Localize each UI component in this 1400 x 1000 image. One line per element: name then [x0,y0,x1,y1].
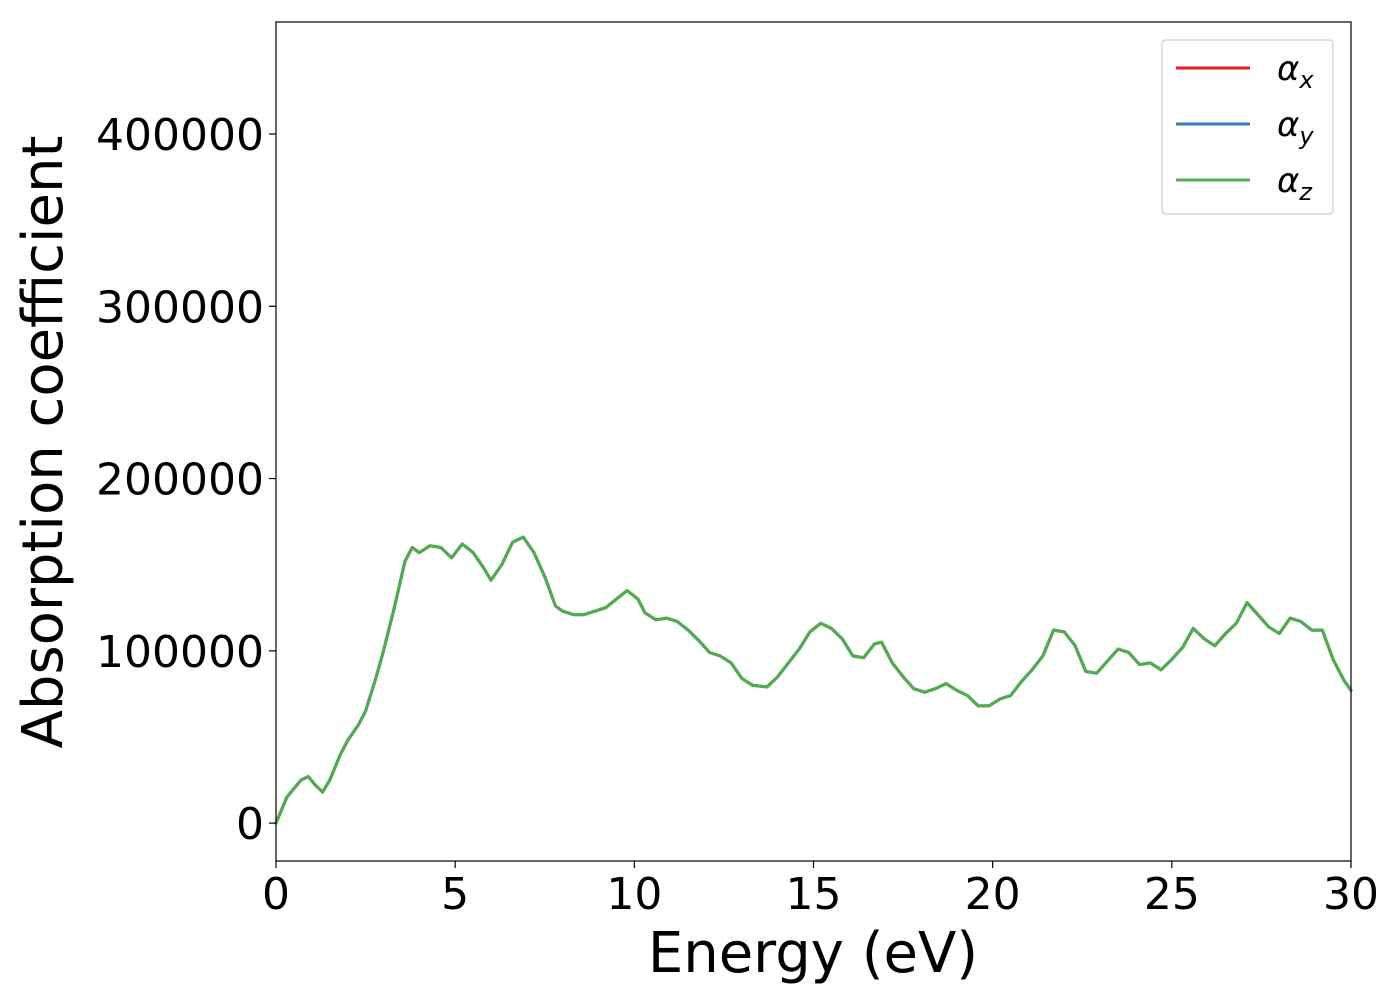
x-tick-label: 5 [441,869,469,920]
y-axis: 0 100000 200000 300000 400000 [96,110,276,850]
y-tick-label: 100000 [96,627,264,678]
series-layer [274,535,1353,825]
x-tick-label: 25 [1144,869,1200,920]
legend-box [1161,39,1334,215]
y-tick-label: 300000 [96,282,264,333]
x-tick-label: 20 [965,869,1021,920]
y-axis-label: Absorption coefficient [11,136,76,749]
y-tick-label: 0 [236,799,264,850]
x-tick-label: 10 [606,869,662,920]
x-tick-label: 0 [262,869,290,920]
x-tick-label: 30 [1323,869,1379,920]
series-line-3 [274,535,1353,825]
x-axis-label: Energy (eV) [648,921,978,986]
y-tick-label: 400000 [96,110,264,161]
x-axis: 0 5 10 15 20 25 30 [262,861,1379,920]
x-tick-label: 15 [786,869,842,920]
y-tick-label: 200000 [96,455,264,506]
